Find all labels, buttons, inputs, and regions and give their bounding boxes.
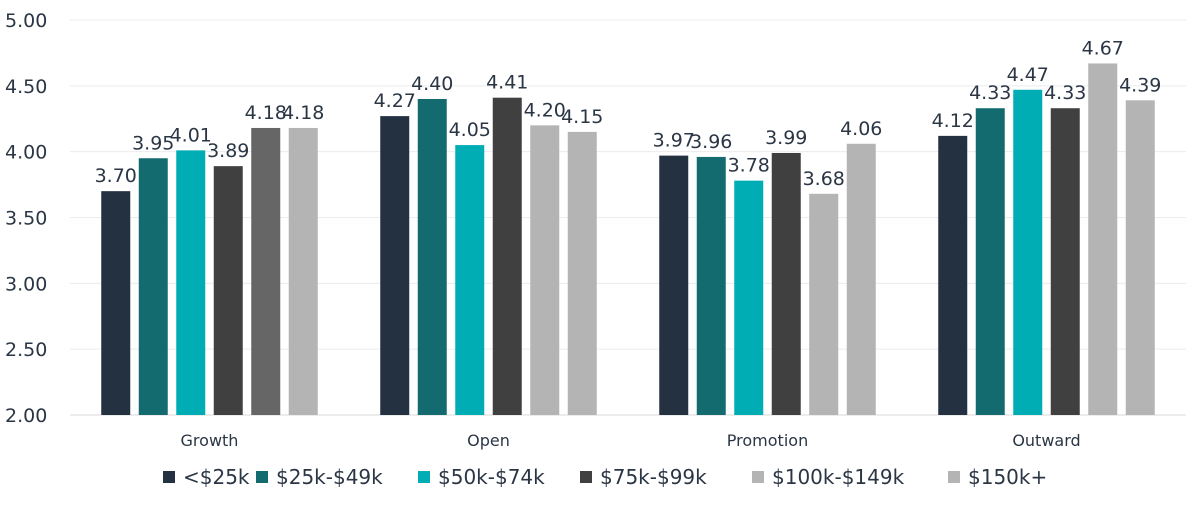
bar bbox=[1013, 89, 1043, 416]
bar bbox=[101, 191, 131, 415]
data-label: 4.20 bbox=[524, 99, 566, 121]
bar bbox=[809, 193, 839, 415]
bar bbox=[176, 150, 206, 415]
data-label: 3.97 bbox=[653, 130, 695, 152]
bar bbox=[567, 131, 597, 415]
bar bbox=[138, 158, 168, 415]
bar bbox=[530, 125, 560, 415]
legend-label: $75k-$99k bbox=[600, 465, 707, 489]
data-label: 3.70 bbox=[95, 165, 137, 187]
y-tick-label: 2.50 bbox=[5, 339, 47, 361]
bar bbox=[1050, 108, 1080, 415]
bar bbox=[734, 180, 764, 415]
y-tick-label: 3.50 bbox=[5, 208, 47, 230]
bar bbox=[696, 156, 726, 415]
legend-label: $100k-$149k bbox=[772, 465, 905, 489]
legend-swatch bbox=[752, 471, 764, 483]
data-label: 3.95 bbox=[132, 132, 174, 154]
bar bbox=[455, 145, 485, 416]
bar bbox=[492, 97, 522, 415]
legend-swatch bbox=[948, 471, 960, 483]
y-tick-label: 2.00 bbox=[5, 405, 47, 427]
y-tick-label: 5.00 bbox=[5, 10, 47, 32]
data-label: 3.99 bbox=[765, 127, 807, 149]
data-label: 4.39 bbox=[1119, 74, 1161, 96]
data-label: 4.18 bbox=[282, 102, 324, 124]
data-label: 3.96 bbox=[690, 131, 732, 153]
data-label: 4.27 bbox=[374, 90, 416, 112]
data-label: 4.47 bbox=[1007, 64, 1049, 86]
bar bbox=[938, 135, 968, 415]
data-label: 4.33 bbox=[1044, 82, 1086, 104]
x-category-label: Growth bbox=[181, 431, 239, 450]
legend-swatch bbox=[580, 471, 592, 483]
bar bbox=[1125, 100, 1155, 416]
bar bbox=[1088, 63, 1118, 415]
legend-swatch bbox=[418, 471, 430, 483]
data-label: 3.89 bbox=[207, 140, 249, 162]
bar bbox=[846, 143, 876, 415]
x-category-label: Open bbox=[467, 431, 510, 450]
legend-label: $50k-$74k bbox=[438, 465, 545, 489]
data-label: 4.05 bbox=[449, 119, 491, 141]
data-label: 3.68 bbox=[803, 168, 845, 190]
data-label: 4.33 bbox=[969, 82, 1011, 104]
bar bbox=[213, 166, 243, 415]
y-tick-label: 4.00 bbox=[5, 142, 47, 164]
bar bbox=[288, 127, 318, 415]
data-label: 4.18 bbox=[245, 102, 287, 124]
data-label: 4.41 bbox=[486, 72, 528, 94]
bar bbox=[975, 108, 1005, 415]
bar bbox=[251, 127, 281, 415]
bar bbox=[659, 155, 689, 415]
legend-swatch bbox=[163, 471, 175, 483]
data-label: 4.15 bbox=[561, 106, 603, 128]
y-tick-label: 4.50 bbox=[5, 76, 47, 98]
bar bbox=[380, 116, 410, 415]
data-label: 4.40 bbox=[411, 73, 453, 95]
bar bbox=[417, 99, 447, 415]
y-tick-label: 3.00 bbox=[5, 273, 47, 295]
data-label: 4.12 bbox=[932, 110, 974, 132]
bar bbox=[771, 152, 801, 415]
legend-swatch bbox=[256, 471, 268, 483]
legend-label: <$25k bbox=[183, 465, 250, 489]
legend-label: $25k-$49k bbox=[276, 465, 383, 489]
data-label: 4.67 bbox=[1082, 37, 1124, 59]
data-label: 4.01 bbox=[170, 124, 212, 146]
x-category-label: Promotion bbox=[727, 431, 808, 450]
data-label: 4.06 bbox=[840, 118, 882, 140]
x-category-label: Outward bbox=[1012, 431, 1080, 450]
legend-label: $150k+ bbox=[968, 465, 1047, 489]
data-label: 3.78 bbox=[728, 155, 770, 177]
